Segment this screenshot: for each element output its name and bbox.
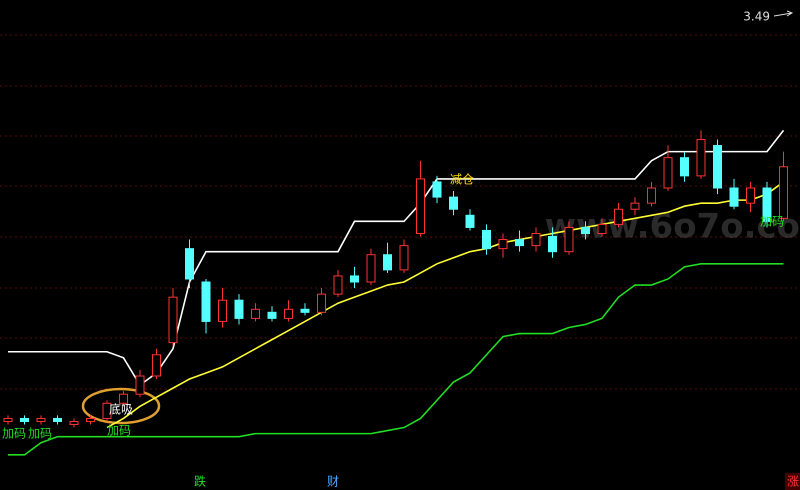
candle-body bbox=[482, 229, 491, 250]
signal-label: 加码 bbox=[28, 427, 52, 441]
candle-body bbox=[119, 393, 128, 404]
candle-body bbox=[713, 145, 722, 189]
candle-body bbox=[449, 196, 458, 210]
signal-label: 减仓 bbox=[450, 173, 474, 187]
candle-body bbox=[350, 275, 359, 283]
candle-body bbox=[581, 226, 590, 234]
candle-body bbox=[300, 308, 310, 313]
candle-body bbox=[680, 157, 689, 177]
candle-body bbox=[647, 187, 656, 204]
last-price: 3.49 bbox=[743, 10, 770, 24]
candle-body bbox=[416, 178, 425, 234]
candle-body bbox=[564, 226, 574, 253]
signal-label: 加码 bbox=[760, 215, 784, 229]
candle-body bbox=[333, 275, 343, 295]
highlight-ellipse bbox=[81, 387, 161, 425]
signal-label: 加码 bbox=[107, 424, 131, 438]
signal-label: 加码 bbox=[2, 427, 26, 441]
candle-body bbox=[267, 311, 277, 319]
candle-body bbox=[366, 254, 376, 283]
candle-body bbox=[779, 166, 788, 219]
candle-body bbox=[251, 308, 260, 319]
candle-body bbox=[729, 187, 739, 207]
candle-body bbox=[317, 293, 326, 313]
indicator-line bbox=[8, 263, 784, 456]
candle-body bbox=[696, 138, 706, 177]
candle-body bbox=[3, 417, 13, 422]
candle-body bbox=[762, 187, 772, 222]
candle-body bbox=[102, 402, 112, 419]
candle-body bbox=[201, 281, 211, 322]
candle-body bbox=[614, 208, 623, 225]
candle-body bbox=[185, 248, 194, 280]
candle-body bbox=[20, 417, 29, 422]
candle-body bbox=[399, 245, 409, 271]
marker-bg bbox=[785, 473, 800, 490]
event-marker: 跌 bbox=[194, 474, 206, 489]
price-arrow bbox=[773, 10, 794, 17]
candle-body bbox=[531, 232, 541, 247]
candle-body bbox=[234, 299, 244, 319]
candle-body bbox=[86, 417, 95, 422]
candle-body bbox=[597, 223, 607, 234]
candle-body bbox=[135, 375, 145, 395]
candle-body bbox=[284, 308, 293, 319]
candle-body bbox=[498, 239, 508, 250]
candle-body bbox=[432, 181, 442, 198]
candle-body bbox=[69, 420, 79, 426]
candle-body bbox=[168, 296, 178, 344]
candle-body bbox=[53, 417, 62, 422]
indicator-line bbox=[106, 181, 784, 429]
candle-body bbox=[630, 202, 640, 210]
signal-label: 底吸 bbox=[109, 402, 133, 417]
candle-body bbox=[515, 239, 524, 247]
candle-body bbox=[663, 157, 673, 189]
candle-body bbox=[218, 299, 227, 322]
candle-body bbox=[746, 187, 755, 204]
event-marker: 财 bbox=[327, 475, 339, 489]
candle-body bbox=[36, 417, 46, 422]
candle-body bbox=[383, 254, 392, 271]
candle-body bbox=[152, 354, 161, 377]
event-marker: 涨 bbox=[787, 474, 799, 489]
candle-body bbox=[465, 214, 475, 228]
candle-body bbox=[548, 236, 557, 253]
